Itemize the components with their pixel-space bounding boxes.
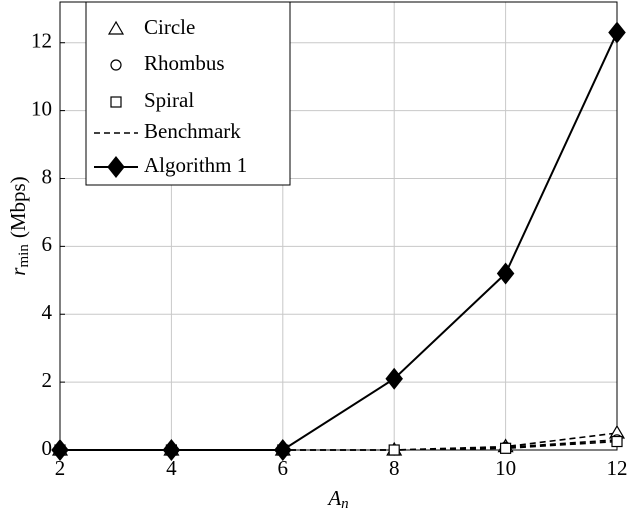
series-line — [60, 32, 618, 451]
x-tick-label: 2 — [55, 456, 66, 480]
y-axis-label-main: r — [6, 267, 30, 276]
x-tick-label: 10 — [495, 456, 516, 480]
plot-frame — [59, 1, 618, 451]
marker — [110, 96, 122, 108]
marker — [110, 59, 122, 71]
x-tick-label: 8 — [389, 456, 400, 480]
legend-label: Benchmark — [144, 119, 241, 143]
y-tick-label: 4 — [42, 300, 53, 324]
y-tick-label: 12 — [31, 29, 52, 53]
x-tick-label: 6 — [278, 456, 289, 480]
marker — [51, 439, 69, 461]
y-tick-label: 2 — [42, 368, 53, 392]
marker — [611, 435, 623, 448]
y-axis-label-sub: min — [16, 244, 32, 268]
legend-label: Spiral — [144, 88, 194, 112]
x-tick-label: 12 — [607, 456, 628, 480]
y-tick-label: 8 — [42, 164, 53, 188]
marker — [496, 262, 515, 285]
y-axis-label-unit: (Mbps) — [6, 176, 30, 238]
series-line — [60, 432, 618, 451]
marker — [385, 367, 403, 390]
x-tick-label: 4 — [166, 456, 177, 480]
marker — [608, 21, 626, 44]
marker — [274, 439, 292, 461]
legend-label: Rhombus — [144, 51, 225, 75]
y-tick-label: 6 — [42, 232, 53, 256]
marker — [107, 20, 125, 35]
marker — [162, 439, 181, 461]
x-axis-label-sub: n — [341, 496, 349, 512]
marker — [107, 156, 125, 178]
marker — [388, 444, 400, 456]
x-axis-label-main: A — [326, 486, 341, 510]
x-axis-label: An — [326, 486, 348, 513]
legend-label: Algorithm 1 — [144, 153, 247, 177]
legend-label: Circle — [144, 15, 195, 39]
marker — [500, 442, 512, 454]
y-tick-label: 10 — [31, 96, 52, 120]
y-axis-label: rmin (Mbps) — [6, 176, 33, 275]
series-line — [60, 439, 618, 451]
y-tick-label: 0 — [42, 436, 53, 460]
